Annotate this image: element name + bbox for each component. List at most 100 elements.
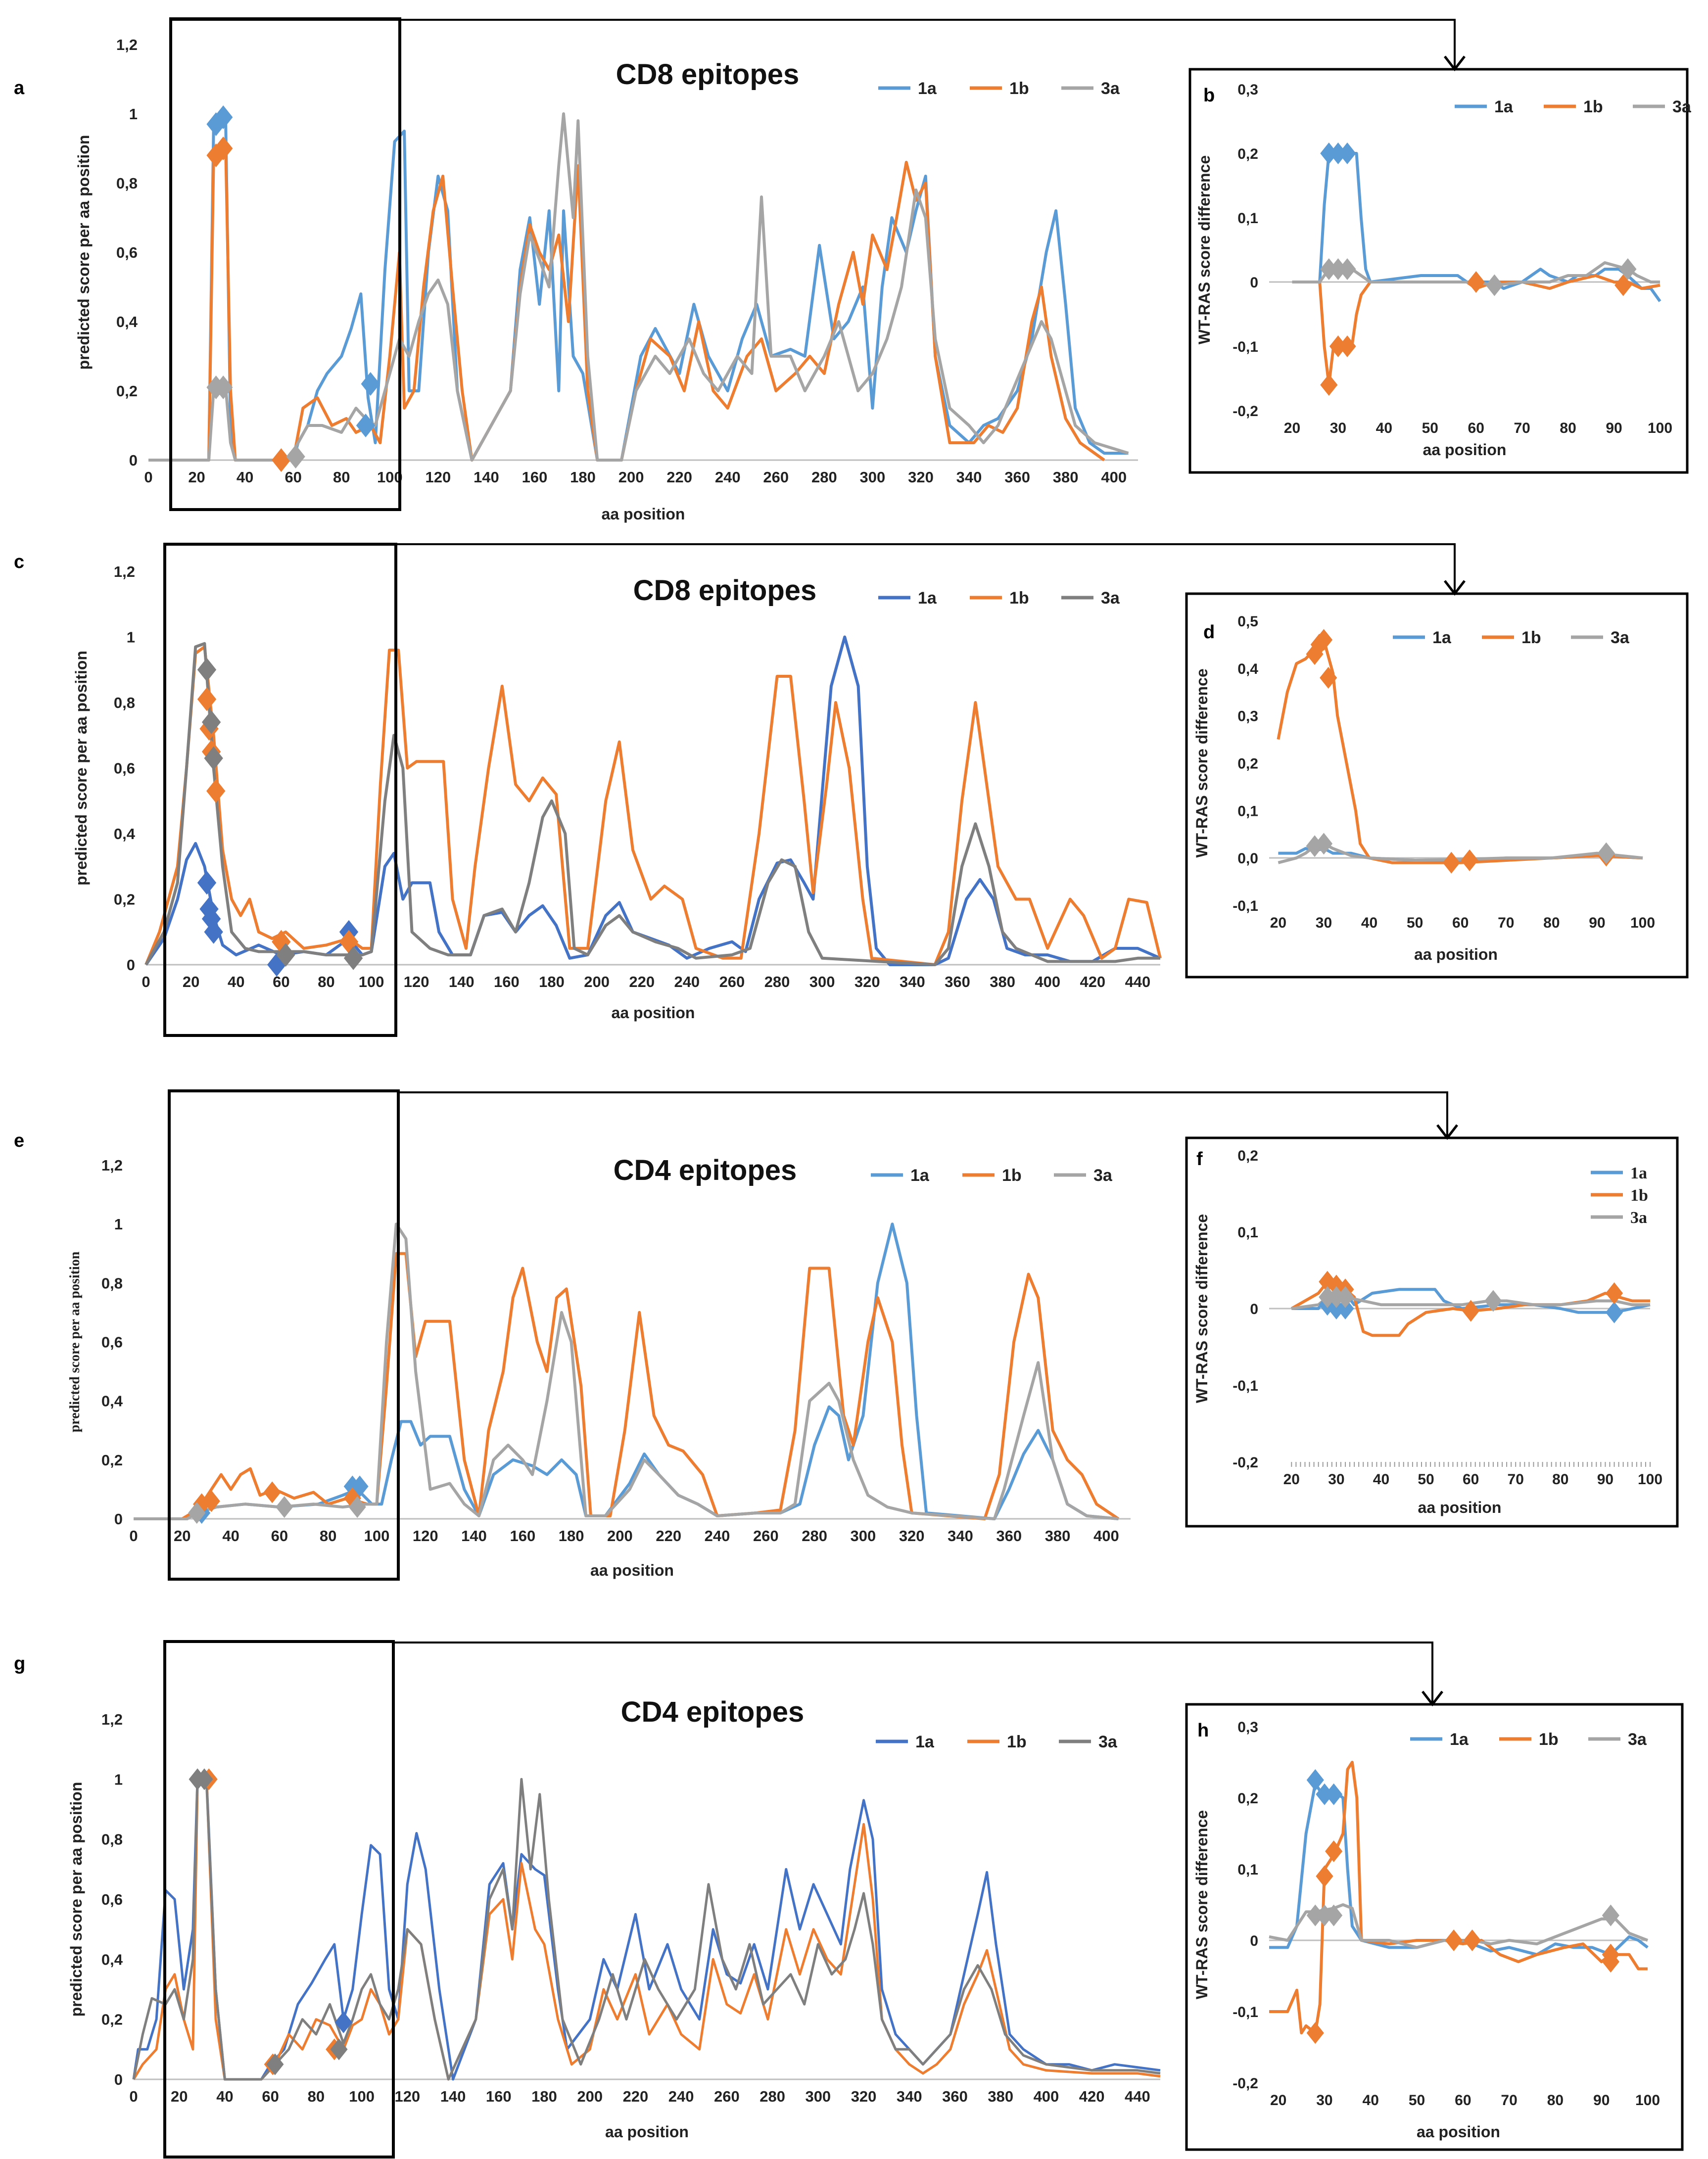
x-tick-label: 280	[764, 973, 790, 990]
chart-title: CD4 epitopes	[614, 1154, 797, 1186]
x-tick-label: 0	[142, 973, 150, 990]
x-tick-label: 200	[577, 2088, 603, 2105]
x-tick-label: 40	[1363, 2092, 1379, 2109]
marker-3a	[204, 746, 223, 770]
marker-1a	[1329, 142, 1347, 164]
x-tick-label: 340	[900, 973, 925, 990]
marker-3a	[1329, 258, 1347, 280]
x-tick-label: 140	[440, 2088, 466, 2105]
y-tick-label: 1,2	[114, 563, 135, 580]
x-tick-label: 20	[1270, 915, 1286, 931]
y-tick-label: 1	[127, 629, 135, 646]
marker-1a	[361, 372, 380, 396]
legend-label-1b: 1b	[1009, 79, 1029, 98]
x-tick-label: 80	[1560, 420, 1576, 436]
marker-3a	[1485, 274, 1504, 296]
x-tick-label: 340	[897, 2088, 922, 2105]
panel-letter: c	[14, 552, 24, 572]
x-tick-label: 120	[425, 469, 451, 486]
marker-3a	[1338, 258, 1356, 280]
chart-panel-c: c 0 0,2 0,4 0,6 0,8 1 1,2 0 20 40 60 80 100 120 140 160 1…	[14, 552, 1162, 1022]
series-line-1b	[134, 1252, 1120, 1520]
x-tick-label: 400	[1034, 2088, 1059, 2105]
y-tick-label: 0	[129, 452, 138, 469]
y-tick-label: -0,1	[1233, 2004, 1258, 2020]
x-tick-label: 30	[1330, 420, 1346, 436]
x-tick-label: 60	[262, 2088, 279, 2105]
y-tick-label: 0,6	[114, 760, 135, 777]
x-tick-label: 100	[1638, 1471, 1662, 1488]
legend-label-3a: 3a	[1672, 97, 1692, 116]
y-tick-label: 0,4	[116, 313, 138, 330]
y-axis-title: predicted score per aa position	[67, 1782, 85, 2017]
x-tick-label: 420	[1080, 973, 1105, 990]
marker-3a	[276, 1496, 293, 1518]
y-tick-label: 0,1	[1237, 210, 1258, 227]
marker-1b	[206, 779, 226, 803]
legend-label-1a: 1a	[1494, 97, 1514, 116]
legend-label-1a: 1a	[918, 79, 937, 98]
y-tick-label: 0,5	[1237, 613, 1258, 630]
y-tick-label: 0,6	[101, 1334, 123, 1351]
x-tick-label: 60	[1455, 2092, 1471, 2109]
chart-title: CD4 epitopes	[621, 1696, 805, 1728]
y-tick-label: 1	[129, 105, 138, 123]
x-tick-label: 80	[333, 469, 350, 486]
marker-1b	[1467, 271, 1485, 293]
marker-1b	[1463, 1929, 1481, 1951]
legend-label-1b: 1b	[1630, 1186, 1648, 1205]
legend-label-1a: 1a	[910, 1166, 930, 1185]
marker-3a	[1602, 1904, 1619, 1926]
x-tick-label: 120	[404, 973, 429, 990]
x-tick-label: 440	[1125, 2088, 1150, 2105]
marker-1a	[197, 871, 217, 895]
x-tick-label: 140	[474, 469, 499, 486]
marker-3a	[330, 2038, 348, 2061]
panel-letter: h	[1197, 1720, 1209, 1741]
marker-1a	[1605, 1301, 1623, 1323]
marker-1b	[1325, 1840, 1343, 1862]
legend-label-3a: 3a	[1101, 589, 1120, 608]
y-tick-label: 0,4	[114, 825, 136, 843]
x-tick-label: 220	[656, 1527, 681, 1545]
marker-1a	[334, 2011, 352, 2033]
x-tick-label: 60	[1468, 420, 1484, 436]
series-line-1a	[1292, 152, 1661, 302]
x-tick-label: 140	[461, 1527, 487, 1545]
x-tick-label: 400	[1093, 1527, 1119, 1545]
x-tick-label: 40	[222, 1527, 239, 1545]
marker-1b	[214, 137, 233, 160]
marker-1a	[1336, 1298, 1354, 1319]
y-tick-label: 0,3	[1237, 708, 1258, 725]
x-tick-label: 420	[1079, 2088, 1105, 2105]
x-tick-label: 380	[990, 973, 1015, 990]
x-tick-label: 220	[629, 973, 655, 990]
x-tick-label: 50	[1422, 420, 1438, 436]
chart-panel-e: e 0 0,2 0,4 0,6 0,8 1 1,2 0 20 40 60 80 100 120 140 160 1…	[14, 1130, 1131, 1579]
x-tick-label: 200	[618, 469, 644, 486]
x-tick-label: 60	[1452, 915, 1469, 931]
x-tick-label: 360	[945, 973, 970, 990]
connector-line	[393, 1642, 1433, 1704]
y-axis-title: WT-RAS score difference	[1193, 668, 1211, 857]
marker-1b	[197, 687, 217, 711]
marker-3a	[1619, 258, 1637, 280]
x-tick-label: 320	[854, 973, 880, 990]
x-tick-label: 400	[1035, 973, 1060, 990]
y-tick-label: -0,2	[1233, 403, 1258, 420]
marker-1b	[1614, 274, 1632, 296]
x-tick-label: 70	[1508, 1471, 1524, 1488]
legend-label-1a: 1a	[918, 589, 937, 608]
chart-panel-f: f -0,2 -0,1 0 0,1 0,2 20 30 40 50 60 70 80 90 100 aa po…	[1185, 1136, 1679, 1528]
x-tick-label: 20	[1283, 1471, 1300, 1488]
x-tick-label: 80	[318, 973, 334, 990]
marker-1b	[272, 448, 291, 472]
marker-1a	[1316, 1783, 1333, 1805]
y-tick-label: 1,2	[101, 1711, 123, 1728]
x-tick-label: 50	[1407, 915, 1423, 931]
y-tick-label: 0,4	[101, 1951, 123, 1968]
x-tick-label: 70	[1514, 420, 1530, 436]
marker-3a	[1484, 1290, 1502, 1312]
marker-1b	[1315, 629, 1333, 651]
marker-3a	[266, 2053, 284, 2075]
